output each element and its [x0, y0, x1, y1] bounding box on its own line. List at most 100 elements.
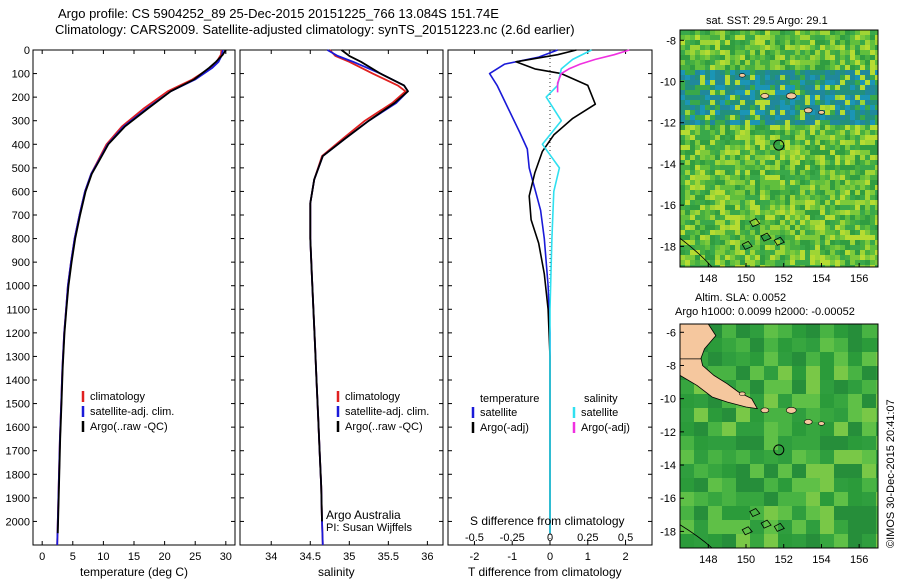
- sla-map-cell: [750, 436, 764, 450]
- sst-map-cell: [790, 250, 795, 255]
- sst-map-cell: [690, 180, 695, 185]
- sst-map-cell: [685, 130, 690, 135]
- sst-map-cell: [760, 45, 765, 50]
- sst-map-cell: [740, 255, 745, 260]
- sst-map-cell: [790, 215, 795, 220]
- sla-coastline: [679, 524, 713, 549]
- sst-map-cell: [680, 190, 685, 195]
- sla-y-tick-label: -8: [666, 360, 676, 372]
- sla-map-cell: [694, 520, 708, 534]
- sst-map-cell: [700, 230, 705, 235]
- diff-x-tick-label: 2: [622, 551, 628, 563]
- sst-map-cell: [705, 60, 710, 65]
- sst-map-cell: [730, 35, 735, 40]
- sla-map-cell: [848, 464, 862, 478]
- sst-map-cell: [865, 185, 870, 190]
- sst-map-cell: [705, 255, 710, 260]
- sst-map-cell: [730, 185, 735, 190]
- sst-map-cell: [790, 265, 795, 267]
- sst-map-cell: [850, 220, 855, 225]
- sst-x-tick-label: 154: [812, 273, 830, 285]
- sst-map-cell: [860, 75, 865, 80]
- sst-map-cell: [690, 130, 695, 135]
- sst-map-cell: [755, 135, 760, 140]
- sst-map-cell: [715, 85, 720, 90]
- sst-map-cell: [865, 70, 870, 75]
- sst-map-cell: [800, 205, 805, 210]
- sst-map-cell: [700, 65, 705, 70]
- sst-map-cell: [725, 155, 730, 160]
- sst-map-cell: [680, 30, 685, 35]
- sst-map-cell: [745, 155, 750, 160]
- sst-map-cell: [870, 45, 875, 50]
- sst-map-cell: [825, 145, 830, 150]
- sst-map-cell: [730, 30, 735, 35]
- sst-map-cell: [825, 40, 830, 45]
- sst-map-cell: [750, 195, 755, 200]
- sst-map-cell: [825, 115, 830, 120]
- sst-map-cell: [730, 70, 735, 75]
- sst-map-cell: [685, 205, 690, 210]
- sst-map-cell: [785, 255, 790, 260]
- depth-tick-label: 1000: [6, 281, 30, 293]
- sst-map-cell: [705, 55, 710, 60]
- sst-map-cell: [750, 65, 755, 70]
- temperature-x-tick-label: 0: [39, 551, 45, 563]
- sst-map-cell: [700, 85, 705, 90]
- sst-map-cell: [795, 95, 800, 100]
- sst-map-cell: [830, 75, 835, 80]
- temperature-x-tick-label: 20: [158, 551, 170, 563]
- sst-map-cell: [875, 240, 878, 245]
- sst-map-cell: [860, 95, 865, 100]
- sst-map-cell: [755, 150, 760, 155]
- sst-map-cell: [875, 165, 878, 170]
- sst-map-cell: [845, 225, 850, 230]
- sst-map-cell: [835, 235, 840, 240]
- sst-map-cell: [715, 225, 720, 230]
- sla-map-cell: [680, 506, 694, 520]
- sst-map-cell: [695, 55, 700, 60]
- sla-map-cell: [862, 352, 876, 366]
- sst-map-cell: [820, 180, 825, 185]
- sla-map-cell: [834, 380, 848, 394]
- sst-map-cell: [795, 220, 800, 225]
- sst-map-cell: [810, 190, 815, 195]
- sla-map-title-1: Altim. SLA: 0.0052: [695, 292, 787, 304]
- sst-y-tick-label: -8: [666, 35, 676, 47]
- sst-map-cell: [680, 230, 685, 235]
- sla-map-cell: [876, 506, 878, 520]
- sst-map-cell: [770, 30, 775, 35]
- sst-map-cell: [730, 225, 735, 230]
- sst-map-cell: [785, 120, 790, 125]
- sst-map-cell: [740, 165, 745, 170]
- sst-map-frame: [679, 29, 879, 268]
- sst-map-cell: [760, 215, 765, 220]
- sst-map-cell: [695, 150, 700, 155]
- sst-map-cell: [695, 35, 700, 40]
- sst-map-cell: [755, 125, 760, 130]
- sst-map-cell: [845, 95, 850, 100]
- sst-map-cell: [835, 120, 840, 125]
- sst-map-cell: [720, 90, 725, 95]
- sst-map-cell: [800, 245, 805, 250]
- sst-map-cell: [845, 150, 850, 155]
- depth-tick-label: 800: [12, 234, 30, 246]
- sst-map-cell: [700, 210, 705, 215]
- sst-map-cell: [875, 190, 878, 195]
- sst-map-cell: [790, 55, 795, 60]
- sst-map-cell: [735, 80, 740, 85]
- sst-map-cell: [860, 55, 865, 60]
- sst-map-cell: [830, 145, 835, 150]
- sst-map-cell: [700, 125, 705, 130]
- sst-map-cell: [825, 95, 830, 100]
- sst-map-cell: [825, 195, 830, 200]
- sst-map-cell: [780, 215, 785, 220]
- sst-map-cell: [865, 145, 870, 150]
- sst-map-cell: [795, 265, 800, 267]
- sla-map-cell: [778, 436, 792, 450]
- sst-map-cell: [810, 95, 815, 100]
- sst-map-cell: [810, 250, 815, 255]
- sst-map-cell: [710, 220, 715, 225]
- sst-map-cell: [735, 250, 740, 255]
- sst-map-cell: [750, 130, 755, 135]
